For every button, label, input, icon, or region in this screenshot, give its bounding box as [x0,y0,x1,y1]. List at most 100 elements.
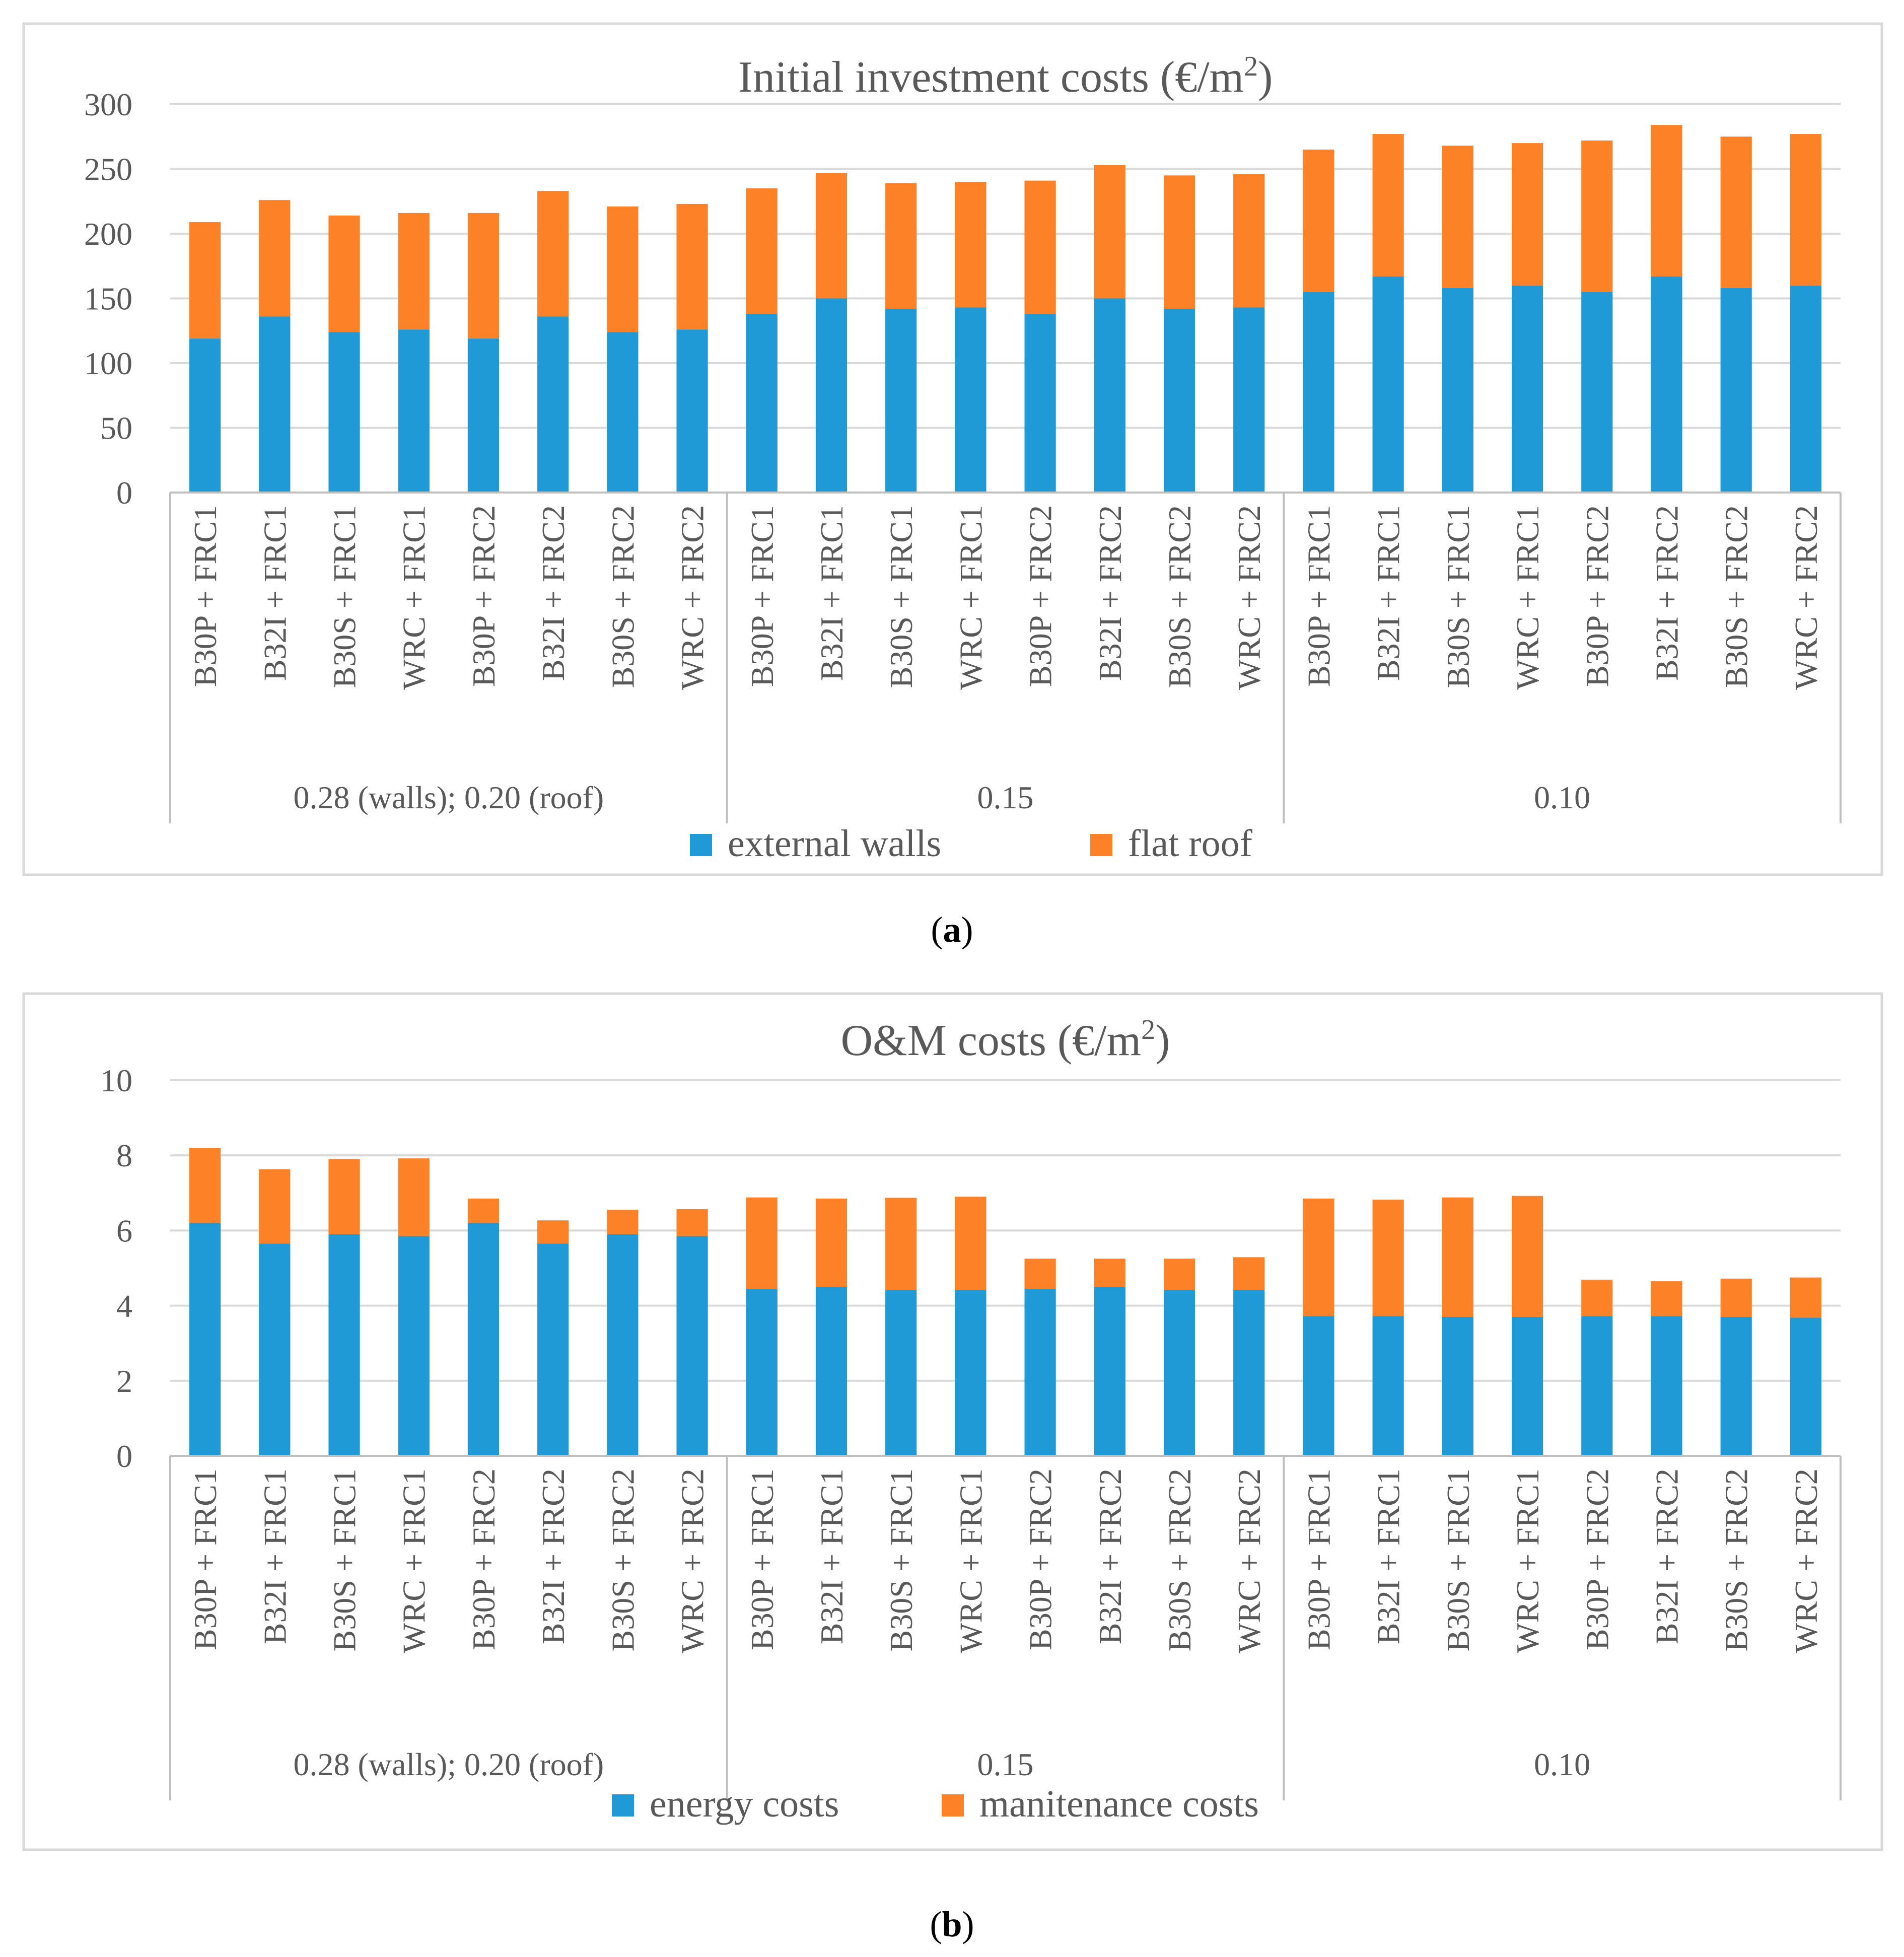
bar-series1 [1163,1290,1195,1456]
chart-panel-a: Initial investment costs (€/m2) 0 50 100 150… [0,0,1904,957]
bar-series2 [1233,1257,1265,1290]
legend-label: manitenance costs [979,1783,1259,1825]
bar-series2 [1094,1259,1125,1287]
y-tick-label: 10 [100,1063,132,1098]
bar-series2 [1163,175,1195,309]
bar-series2 [1024,180,1056,314]
category-label: B30S + FRC2 [1162,1469,1197,1651]
category-label: B30P + FRC1 [744,1469,780,1650]
legend-label: flat roof [1128,822,1253,865]
y-tick-label: 8 [116,1138,132,1173]
category-label: B30P + FRC2 [466,505,502,687]
bar-series2 [1163,1259,1195,1290]
bar-series1 [885,1290,917,1456]
y-tick-label: 100 [84,345,132,381]
bar-series2 [328,1159,360,1234]
bar-series1 [1372,276,1404,493]
category-label: WRC + FRC2 [675,505,711,690]
bar-series1 [955,307,986,493]
y-tick-label: 250 [84,152,132,187]
bar-series2 [1790,1277,1821,1318]
bar-series1 [746,1289,778,1456]
bar-series2 [1651,125,1682,276]
bar-series2 [1372,1200,1404,1316]
chart-title: Initial investment costs (€/m2) [738,51,1273,102]
category-label: B30S + FRC2 [1719,1469,1754,1651]
bar-series2 [259,1169,291,1244]
category-label: B30P + FRC1 [187,505,223,687]
bar-series1 [1163,309,1195,493]
bar-series1 [1233,307,1265,493]
bar-series1 [398,1236,430,1456]
bar-series2 [398,1158,430,1236]
bar-series2 [1442,1197,1473,1317]
bar-series2 [467,1198,500,1223]
category-label: B30S + FRC2 [1162,505,1197,688]
bar-series2 [1303,1198,1334,1316]
investment-costs-chart: Initial investment costs (€/m2) 0 50 100 150… [22,22,1883,876]
caption-a: (a) [931,910,973,950]
bar-series1 [1720,1316,1752,1456]
bar-series2 [815,173,848,299]
chart-title-text: Initial investment costs (€/m [738,53,1244,102]
y-tick-label: 6 [116,1213,132,1248]
bar-series2 [955,1197,986,1290]
legend-swatch [690,834,712,856]
bar-series1 [328,1234,360,1456]
group-label: 0.15 [977,1746,1034,1782]
y-tick-label: 200 [84,216,132,252]
category-label: B30S + FRC1 [883,1469,919,1651]
bar-series1 [607,332,639,493]
bar-series2 [815,1198,848,1287]
bar-series1 [607,1234,639,1456]
bar-series2 [607,206,639,332]
bar-series2 [1511,1196,1543,1317]
bar-series2 [537,191,569,317]
category-label: B30P + FRC1 [1301,1469,1336,1650]
legend-swatch [612,1794,634,1816]
bar-series2 [1024,1259,1056,1289]
bar-series1 [1094,1287,1125,1456]
bar-series2 [607,1210,639,1234]
bar-series1 [885,309,917,493]
category-label: B30S + FRC2 [1719,505,1754,688]
category-label: WRC + FRC2 [1231,505,1267,690]
category-label: WRC + FRC2 [1788,1469,1824,1653]
y-tick-label: 150 [84,281,132,317]
bar-series1 [259,1243,291,1456]
bar-series1 [467,1223,500,1456]
category-label: B30S + FRC1 [327,1469,363,1651]
bar-series2 [1720,1278,1752,1317]
bar-series2 [1511,143,1543,286]
bar-series1 [1233,1290,1265,1456]
y-tick-label: 0 [116,1438,132,1474]
bar-series2 [676,203,708,330]
chart-title-superscript: 2 [1244,51,1258,82]
chart-title: O&M costs (€/m2) [841,1014,1170,1065]
category-label: WRC + FRC1 [1510,1469,1545,1653]
bar-series2 [537,1220,569,1244]
bar-series1 [328,332,360,493]
bar-series2 [398,213,430,330]
bar-series2 [1233,174,1265,308]
category-label: B30S + FRC2 [605,505,641,688]
category-label: B30P + FRC2 [1023,505,1059,687]
legend-swatch [1090,834,1112,856]
legend-label: energy costs [650,1783,839,1825]
bar-series2 [746,188,778,314]
bar-series2 [676,1209,708,1236]
bar-series1 [1303,292,1334,493]
category-label: WRC + FRC2 [1788,505,1824,690]
bar-series2 [259,200,291,317]
category-label: B30S + FRC1 [327,505,363,688]
category-label: B30S + FRC1 [1440,1469,1476,1651]
category-label: B30S + FRC2 [605,1469,641,1651]
category-label: B30S + FRC1 [883,505,919,688]
bar-series1 [1720,288,1752,493]
bar-series2 [1094,165,1125,299]
bar-series2 [1442,146,1473,288]
bar-series1 [1442,288,1473,493]
y-tick-label: 4 [116,1288,132,1324]
bar-series2 [189,1148,221,1223]
